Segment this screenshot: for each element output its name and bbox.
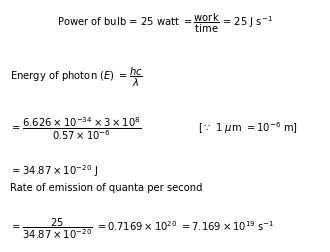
Text: $= 34.87\times10^{-20}$ J: $= 34.87\times10^{-20}$ J [10, 163, 98, 178]
Text: [$\because$ 1 $\mu$m $= 10^{-6}$ m]: [$\because$ 1 $\mu$m $= 10^{-6}$ m] [198, 120, 298, 135]
Text: $=\dfrac{6.626\times10^{-34}\times3\times10^{8}}{0.57\times10^{-6}}$: $=\dfrac{6.626\times10^{-34}\times3\time… [10, 115, 142, 141]
Text: Energy of photon $(E)$ $=\dfrac{hc}{\lambda}$: Energy of photon $(E)$ $=\dfrac{hc}{\lam… [10, 66, 143, 88]
Text: Power of bulb = 25 watt $=\dfrac{\mathrm{work}}{\mathrm{time}}$ = 25 J s$^{-1}$: Power of bulb = 25 watt $=\dfrac{\mathrm… [57, 11, 273, 34]
Text: Rate of emission of quanta per second: Rate of emission of quanta per second [10, 183, 202, 193]
Text: $=\dfrac{25}{34.87\times10^{-20}}$ $= 0.7169\times10^{20}$ $=7.169\times10^{19}$: $=\dfrac{25}{34.87\times10^{-20}}$ $= 0.… [10, 215, 275, 240]
